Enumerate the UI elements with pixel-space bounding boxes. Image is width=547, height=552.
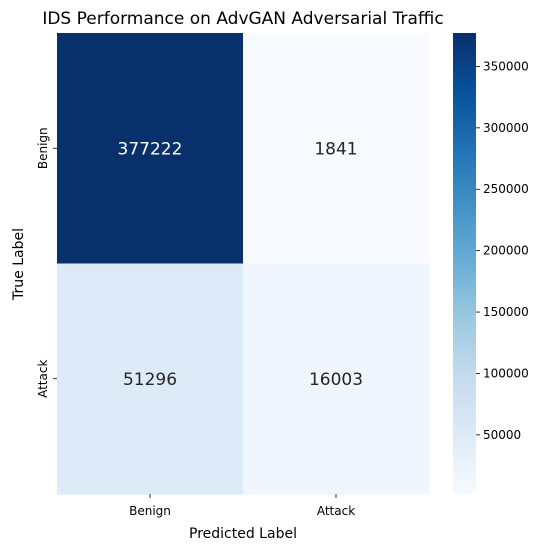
heatmap-cell (243, 33, 430, 264)
x-axis-label: Predicted Label (189, 526, 297, 542)
x-axis-ticks: Benign Attack (129, 494, 355, 518)
colorbar-tick-label: 300000 (483, 121, 529, 135)
heatmap-cells (57, 33, 430, 495)
heatmap-cell-label: 377222 (118, 139, 183, 159)
heatmap-cell (57, 33, 244, 264)
colorbar-tick-label: 350000 (483, 59, 529, 73)
colorbar-tick-label: 250000 (483, 182, 529, 196)
colorbar-tick-label: 200000 (483, 244, 529, 258)
colorbar-tick-label: 100000 (483, 366, 529, 380)
colorbar-ticks: 50000 100000 150000 200000 250000 300000 35000… (476, 59, 529, 442)
x-tick-label: Attack (317, 504, 355, 518)
colorbar-tick-label: 150000 (483, 305, 529, 319)
chart-title: IDS Performance on AdvGAN Adversarial Tr… (42, 9, 443, 29)
heatmap-cell-label: 16003 (309, 370, 363, 390)
heatmap-cell (243, 263, 430, 495)
heatmap-cell (57, 263, 244, 495)
y-tick-label: Attack (36, 360, 50, 398)
heatmap-cell-labels: 377222 1841 51296 16003 (118, 139, 364, 390)
y-tick-label: Benign (36, 127, 50, 169)
colorbar (453, 33, 476, 494)
y-axis-ticks: Benign Attack (36, 127, 57, 398)
heatmap-cell-label: 1841 (314, 139, 357, 159)
y-axis-label: True Label (11, 228, 27, 301)
colorbar-tick-label: 50000 (483, 428, 521, 442)
x-tick-label: Benign (129, 504, 171, 518)
heatmap-cell-label: 51296 (123, 370, 177, 390)
